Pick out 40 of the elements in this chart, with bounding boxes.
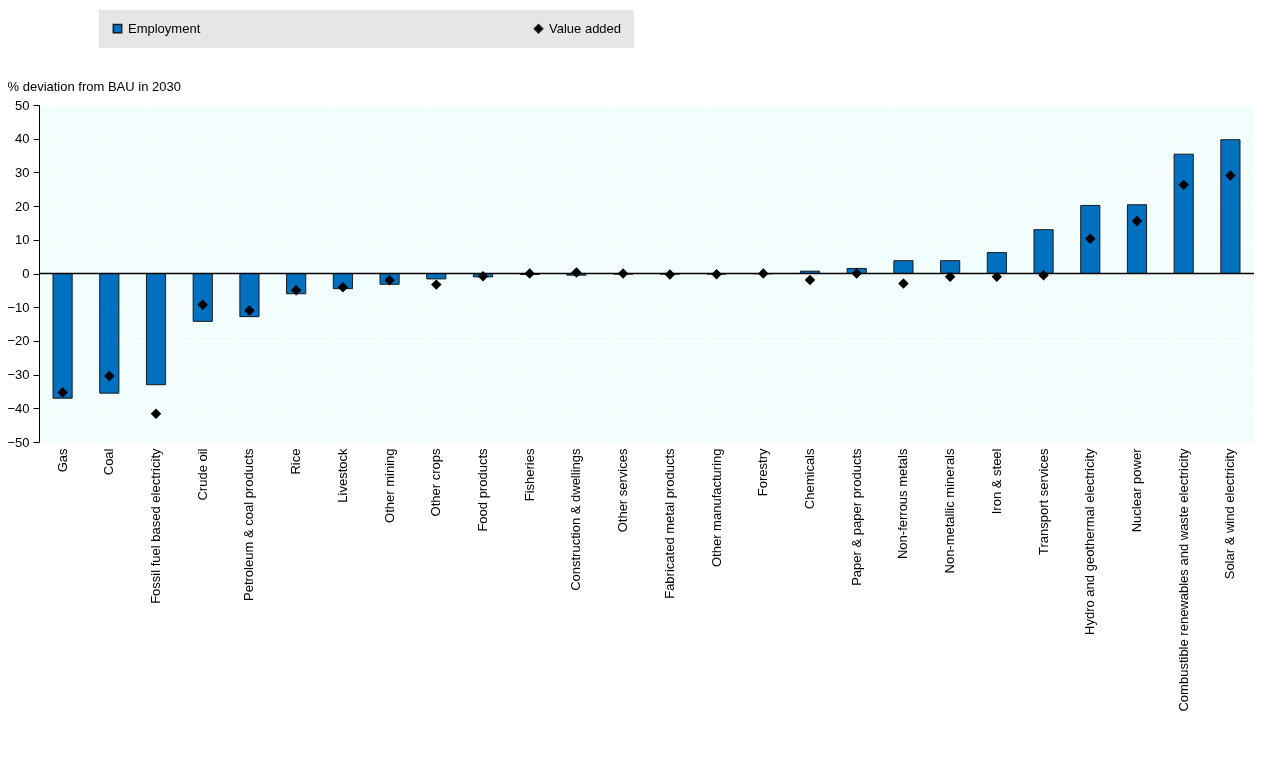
x-tick-label: Other crops <box>428 448 444 517</box>
y-tick-label: 50 <box>15 97 30 113</box>
x-tick-label: Fossil fuel based electricity <box>148 448 164 604</box>
x-tick-label: Forestry <box>755 448 771 497</box>
y-tick-label: 0 <box>22 266 30 281</box>
x-tick-label: Non-ferrous metals <box>895 448 911 560</box>
x-tick-label: Other manufacturing <box>708 448 724 568</box>
legend-label: Employment <box>128 20 201 36</box>
y-tick-label: −30 <box>7 367 30 383</box>
y-tick-label: −10 <box>7 299 30 315</box>
x-tick-label: Food products <box>475 448 491 532</box>
y-tick-label: −20 <box>7 333 30 349</box>
x-tick-label: Hydro and geothermal electricity <box>1082 448 1098 635</box>
legend-label: Value added <box>549 20 622 36</box>
x-tick-label: Fisheries <box>521 448 537 502</box>
x-tick-label: Solar & wind electricity <box>1222 448 1238 580</box>
x-tick-label: Other mining <box>381 448 397 523</box>
x-tick-label: Crude oil <box>194 448 210 501</box>
x-tick-label: Non-metallic minerals <box>942 448 958 574</box>
y-tick-label: 30 <box>15 164 30 180</box>
x-tick-label: Nuclear power <box>1128 447 1144 533</box>
x-tick-label: Iron & steel <box>988 448 1004 515</box>
y-tick-label: 40 <box>15 131 30 147</box>
y-tick-label: −40 <box>7 400 30 416</box>
x-tick-label: Rice <box>288 448 304 475</box>
x-tick-label: Fabricated metal products <box>661 448 677 599</box>
x-tick-label: Chemicals <box>801 448 817 510</box>
x-tick-label: Other services <box>615 448 631 533</box>
y-axis-title: % deviation from BAU in 2030 <box>7 78 181 94</box>
x-tick-label: Paper & paper products <box>848 448 864 586</box>
x-tick-label: Livestock <box>334 448 350 503</box>
x-tick-label: Construction & dwellings <box>568 448 584 591</box>
x-tick-label: Gas <box>54 448 70 473</box>
x-tick-label: Coal <box>101 448 117 476</box>
x-tick-label: Transport services <box>1035 448 1051 555</box>
x-tick-label: Petroleum & coal products <box>241 448 257 601</box>
y-tick-label: 20 <box>15 198 30 214</box>
y-tick-label: 10 <box>15 232 30 248</box>
y-tick-label: −50 <box>7 434 30 450</box>
x-tick-label: Combustible renewables and waste electricity <box>1175 448 1191 712</box>
